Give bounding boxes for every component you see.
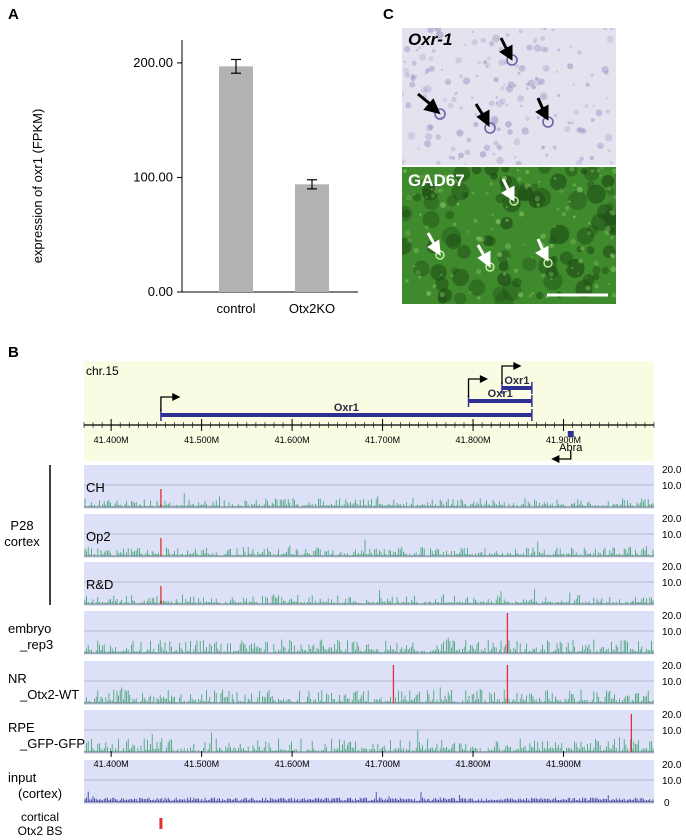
scale-top: 20.0 [662, 465, 682, 476]
scale-top: 20.0 [662, 710, 682, 721]
error-bar [307, 179, 317, 190]
track-label: NR [8, 671, 27, 686]
panel-a-letter: A [8, 6, 19, 23]
track-label: Op2 [86, 529, 111, 544]
category-label: Otx2KO [289, 301, 335, 316]
scale-mid: 10.0 [662, 481, 682, 492]
gene-oxr1: Oxr1 [467, 374, 533, 407]
signal-track: NR_Otx2-WT 20.0 10.0 [8, 661, 682, 705]
signal-track: embryo_rep3 20.0 10.0 [8, 611, 682, 655]
otx2-bs-label: Otx2 BS [18, 824, 63, 838]
axis-tick-label: 41.700M [365, 759, 400, 769]
panel-b-letter: B [8, 344, 19, 361]
scale-mid: 10.0 [662, 776, 682, 787]
scale-mid: 10.0 [662, 578, 682, 589]
track-label: CH [86, 480, 105, 495]
scale-mid: 10.0 [662, 530, 682, 541]
scale-mid: 10.0 [662, 627, 682, 638]
signal-track: Op2 20.0 10.0 [84, 514, 682, 558]
y-axis-label: expression of oxr1 (FPKM) [30, 109, 45, 264]
scale-top: 20.0 [662, 611, 682, 622]
otx2-binding-site [159, 818, 163, 829]
axis-tick-label: 41.900M [546, 435, 581, 445]
axis-tick-label: 41.500M [184, 759, 219, 769]
error-bar [231, 58, 241, 74]
track-label: embryo [8, 621, 51, 636]
gene-abra [567, 431, 574, 437]
gad67-image: GAD67 [402, 167, 616, 304]
cortex-label: cortex [4, 534, 40, 549]
tss-arrow-icon [467, 374, 488, 397]
track-label: RPE [8, 720, 35, 735]
category-label: control [216, 301, 255, 316]
signal-track: CH 20.0 10.0 [84, 465, 682, 509]
track-sublabel: _Otx2-WT [19, 687, 79, 702]
gene-label: Oxr1 [488, 388, 513, 400]
abra-label: Abra [559, 442, 583, 454]
oxr1-in-situ-image: Oxr-1 [402, 28, 616, 165]
track-sublabel: _rep3 [19, 637, 53, 652]
oxr1-label: Oxr-1 [408, 30, 453, 49]
scale-mid: 10.0 [662, 726, 682, 737]
axis-tick-label: 41.600M [275, 759, 310, 769]
axis-tick-label: 41.800M [456, 435, 491, 445]
gene-oxr1: Oxr1 [501, 361, 533, 394]
scale-top: 20.0 [662, 661, 682, 672]
signal-track: RPE_GFP-GFP 20.0 10.0 [8, 710, 682, 754]
signal-track: input(cortex) 20.0 10.0 0 [8, 760, 682, 809]
p28-label: P28 [10, 518, 33, 533]
scale-top: 20.0 [662, 760, 682, 771]
scale-top: 20.0 [662, 562, 682, 573]
tss-arrow-icon [501, 361, 522, 384]
track-sublabel: (cortex) [18, 786, 62, 801]
bar [219, 66, 253, 292]
panel-c-letter: C [383, 6, 394, 23]
scale-bottom: 0 [664, 798, 670, 809]
gene-oxr1: Oxr1 [160, 392, 533, 421]
y-tick-label: 100.00 [133, 169, 173, 184]
gad67-label: GAD67 [408, 171, 465, 190]
tss-arrow-icon [160, 392, 181, 411]
gene-label: Oxr1 [504, 375, 529, 387]
y-tick-label: 200.00 [133, 55, 173, 70]
scale-top: 20.0 [662, 514, 682, 525]
cortical-label: cortical [21, 810, 59, 824]
bar [295, 184, 329, 292]
axis-tick-label: 41.700M [365, 435, 400, 445]
chromosome-label: chr.15 [86, 364, 119, 378]
gene-label: Oxr1 [334, 402, 359, 414]
axis-tick-label: 41.800M [456, 759, 491, 769]
axis-tick-label: 41.400M [94, 759, 129, 769]
axis-tick-label: 41.900M [546, 759, 581, 769]
axis-tick-label: 41.500M [184, 435, 219, 445]
scale-mid: 10.0 [662, 677, 682, 688]
gene-track-header [84, 361, 654, 461]
track-label: R&D [86, 577, 113, 592]
axis-tick-label: 41.400M [94, 435, 129, 445]
track-sublabel: _GFP-GFP [19, 736, 85, 751]
abra-tss-arrow-icon [551, 451, 572, 464]
panel-a-bar-chart: expression of oxr1 (FPKM) 0.00 100.00 200.… [30, 40, 358, 316]
axis-tick-label: 41.600M [275, 435, 310, 445]
signal-track: R&D 20.0 10.0 [84, 562, 682, 606]
y-tick-label: 0.00 [148, 284, 173, 299]
track-label: input [8, 770, 37, 785]
